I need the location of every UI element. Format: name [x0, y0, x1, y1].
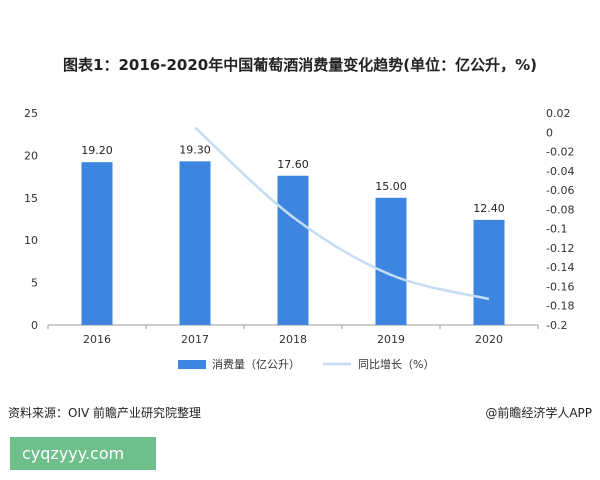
y-right-tick-label: -0.02: [546, 146, 574, 159]
x-tick-label: 2020: [475, 333, 503, 346]
bar-value-label: 12.40: [473, 202, 505, 215]
legend: 消费量（亿公升） 同比增长（%）: [178, 357, 434, 371]
site-watermark-badge: cyqzyyy.com: [10, 437, 156, 470]
bar-2017: [179, 161, 211, 325]
x-tick-label: 2017: [181, 333, 209, 346]
y-right-tick-label: -0.06: [546, 184, 574, 197]
y-left-tick-label: 0: [31, 319, 38, 332]
bar-value-label: 15.00: [375, 180, 407, 193]
y-right-tick-label: -0.2: [546, 319, 567, 332]
y-right-tick-label: -0.12: [546, 242, 574, 255]
bar-2019: [375, 197, 407, 325]
x-tick-label: 2019: [377, 333, 405, 346]
legend-label-consumption: 消费量（亿公升）: [212, 357, 300, 371]
y-right-tick-label: 0.02: [546, 107, 571, 120]
y-left-tick-label: 25: [24, 107, 38, 120]
y-right-tick-label: -0.14: [546, 261, 574, 274]
growth-line-path: [194, 126, 490, 301]
legend-label-growth: 同比增长（%）: [358, 357, 434, 371]
bar-2016: [81, 162, 113, 325]
y-right-tick-label: 0: [546, 126, 553, 139]
axes: 2016 2017 2018 2019 2020 0 5 10 15 20 25 0.02 0 -0.02…: [24, 107, 574, 346]
y-left-tick-label: 15: [24, 192, 38, 205]
y-right-tick-label: -0.08: [546, 203, 574, 216]
growth-line: [194, 126, 490, 301]
y-right-tick-label: -0.18: [546, 300, 574, 313]
x-tick-label: 2016: [83, 333, 111, 346]
y-left-tick-label: 10: [24, 234, 38, 247]
brand-credit: @前瞻经济学人APP: [485, 406, 592, 420]
bar-value-label: 19.20: [81, 144, 113, 157]
bars: [81, 161, 505, 325]
legend-swatch-consumption: [178, 360, 206, 369]
chart: 图表1：2016-2020年中国葡萄酒消费量变化趋势(单位：亿公升，%) 201…: [24, 56, 574, 371]
bar-2018: [277, 175, 309, 325]
y-right-tick-label: -0.1: [546, 223, 567, 236]
chart-title: 图表1：2016-2020年中国葡萄酒消费量变化趋势(单位：亿公升，%): [63, 56, 537, 74]
data-labels: 19.20 19.30 17.60 15.00 12.40: [81, 143, 505, 215]
bar-value-label: 19.30: [179, 143, 211, 156]
bar-value-label: 17.60: [277, 158, 309, 171]
y-left-tick-label: 20: [24, 149, 38, 162]
y-left-tick-label: 5: [31, 277, 38, 290]
y-right-tick-label: -0.04: [546, 165, 574, 178]
y-right-tick-label: -0.16: [546, 280, 574, 293]
source-note: 资料来源：OIV 前瞻产业研究院整理: [8, 406, 202, 420]
bar-2020: [473, 219, 505, 325]
x-tick-label: 2018: [279, 333, 307, 346]
